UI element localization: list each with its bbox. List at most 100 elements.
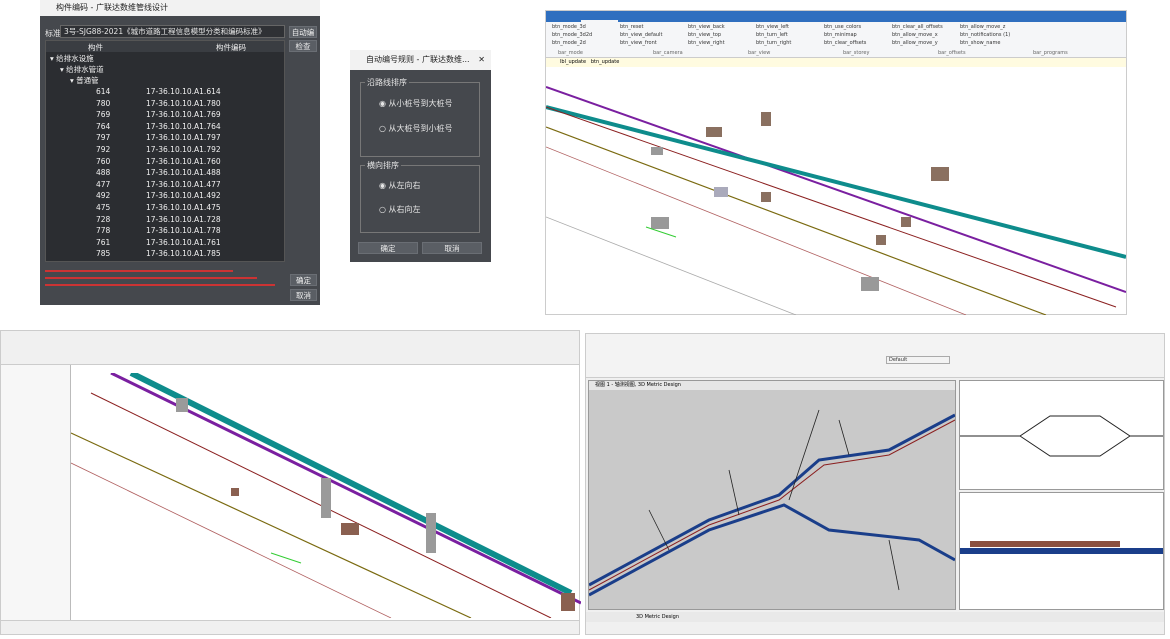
auto-code-button[interactable]: 自动编码 (289, 26, 317, 48)
component-code: 17-36.10.10.A1.760 (146, 156, 221, 166)
toolbar: 3D Metric Design (586, 612, 1164, 622)
graphic (888, 539, 900, 591)
graphic (788, 409, 820, 501)
graphic (960, 548, 1163, 554)
graphic (588, 503, 956, 597)
graphic: ✕ (478, 55, 485, 64)
component-code: 17-36.10.10.A1.785 (146, 249, 221, 259)
component-code: 17-36.10.10.A1.492 (146, 191, 221, 201)
graphic (110, 373, 581, 605)
component-code: 17-36.10.10.A1.792 (146, 145, 221, 154)
column-header: 构件编码 (216, 43, 246, 52)
ok-button[interactable]: 确定 (358, 242, 418, 254)
component-code: 17-36.10.10.A1.614 (146, 87, 221, 96)
check-button[interactable]: 检查 (289, 40, 317, 52)
ribbon-button[interactable]: btn_view_right (688, 40, 725, 46)
component-name: 797 (96, 133, 111, 143)
tree-node[interactable]: 普通管 (76, 76, 99, 85)
ribbon-button[interactable]: btn_notifications (1) (960, 32, 1011, 38)
component-code: 17-36.10.10.A1.488 (146, 168, 221, 178)
viewport-3d (71, 373, 581, 618)
graphic (588, 413, 956, 587)
graphic (270, 552, 302, 564)
tree-node[interactable]: 给排水设施 (56, 54, 94, 63)
ribbon-button[interactable]: btn_show_name (960, 40, 1001, 46)
ribbon-button[interactable]: btn_mode_2d (552, 40, 586, 46)
graphic (728, 469, 740, 516)
cancel-button[interactable]: 取消 (290, 289, 317, 301)
graphic (46, 41, 284, 52)
dialog-title: 构件编码 - 广联达数维管线设计 (56, 3, 168, 12)
ribbon-button[interactable]: btn_use_colors (824, 24, 862, 30)
graphic (838, 419, 850, 456)
ribbon-button[interactable]: btn_allow_move_y (892, 40, 938, 46)
standard-select[interactable]: 3号-SJG88-2021《城市道路工程信息模型分类和编码标准》 (60, 25, 285, 38)
radio[interactable]: ○ 从大桩号到小桩号 (379, 124, 453, 133)
component-dialog: 构件编码 - 广联达数维管线设计 标准 3号-SJG88-2021《城市道路工程… (40, 0, 320, 305)
graphic (960, 415, 1163, 457)
graphic (71, 462, 392, 618)
tree-node[interactable]: 给排水管道 (66, 65, 104, 74)
graphic: ▾ 给排水设施 (50, 54, 94, 63)
view-2 (959, 380, 1164, 490)
ribbon-button[interactable]: btn_reset (620, 24, 644, 30)
pipe (546, 105, 1126, 259)
radio-label: 从小桩号到大桩号 (388, 99, 453, 108)
component-code: 17-36.10.10.A1.728 (146, 214, 221, 224)
graphic (648, 509, 670, 551)
update-button[interactable]: btn_update (590, 59, 620, 65)
component-code: 17-36.10.10.A1.778 (146, 226, 221, 236)
ribbon-button[interactable]: btn_view_left (756, 24, 789, 30)
component-name: 475 (96, 203, 111, 212)
ribbon-group-label: bar_camera (653, 50, 683, 56)
view-3 (959, 492, 1164, 610)
ribbon-button[interactable]: btn_view_default (620, 32, 663, 38)
radio[interactable]: ○ 从右向左 (379, 205, 421, 214)
ok-button[interactable]: 确定 (290, 274, 317, 286)
graphic (231, 488, 239, 496)
ribbon-button[interactable]: btn_view_front (620, 40, 657, 46)
graphic (45, 277, 257, 279)
graphic (321, 478, 331, 518)
title-bar: 构件编码 - 广联达数维管线设计 (40, 0, 320, 16)
component-code: 17-36.10.10.A1.769 (146, 110, 221, 120)
component-name: 614 (96, 87, 111, 96)
microstation-app: Default 视图 1 - 轴测视图, 3D Metric Design 3D… (585, 333, 1165, 635)
component-name: 492 (96, 191, 111, 201)
graphic (960, 541, 1163, 554)
ribbon-button[interactable]: btn_mode_3d2d (552, 32, 593, 38)
tree-table: 构件 构件编码 ▾ 给排水设施 ▾ 给排水管道 ▾ 普通管 614 17-36.1… (45, 40, 285, 262)
status-bar: lbl_update btn_update (546, 58, 1126, 67)
model-select[interactable]: 3D Metric Design (636, 614, 680, 620)
component-name: 778 (96, 226, 111, 236)
graphic: ▾ 给排水管道 (60, 65, 104, 74)
level-select[interactable]: Default (886, 356, 950, 364)
radio-label: 从右向左 (388, 205, 421, 214)
radio[interactable]: ◉ 从左向右 (379, 181, 421, 190)
component-code: 17-36.10.10.A1.477 (146, 179, 221, 189)
ribbon-button[interactable]: btn_turn_right (756, 40, 792, 46)
ribbon-button[interactable]: btn_allow_move_x (892, 32, 938, 38)
graphic (861, 277, 879, 291)
graphic (341, 523, 359, 535)
ribbon-button[interactable]: btn_allow_move_z (960, 24, 1006, 30)
view-1: 视图 1 - 轴测视图, 3D Metric Design (588, 380, 956, 610)
cancel-button[interactable]: 取消 (422, 242, 482, 254)
ribbon-button[interactable]: btn_clear_offsets (824, 40, 867, 46)
graphic (71, 432, 472, 618)
ribbon-button[interactable]: btn_turn_left (756, 32, 788, 38)
ribbon-button[interactable]: btn_clear_all_offsets (892, 24, 943, 30)
ribbon-button[interactable]: btn_mode_3d (552, 24, 586, 30)
ribbon-button[interactable]: btn_view_back (688, 24, 725, 30)
viewer-app: TAB_FILETAB_VIEWTAB_OBJECTSTAB_SECTIONST… (545, 10, 1127, 315)
ribbon-button[interactable]: btn_view_top (688, 32, 722, 38)
radio-label: 从大桩号到小桩号 (388, 124, 453, 133)
ribbon-button[interactable]: btn_minimap (824, 32, 857, 38)
pipe (546, 86, 1126, 293)
radio[interactable]: ◉ 从小桩号到大桩号 (379, 99, 453, 108)
graphic: ▾ 普通管 (70, 76, 99, 85)
ribbon-group-label: bar_mode (558, 50, 583, 56)
graphic (960, 415, 1163, 457)
graphic (901, 217, 911, 227)
graphic (706, 127, 722, 137)
